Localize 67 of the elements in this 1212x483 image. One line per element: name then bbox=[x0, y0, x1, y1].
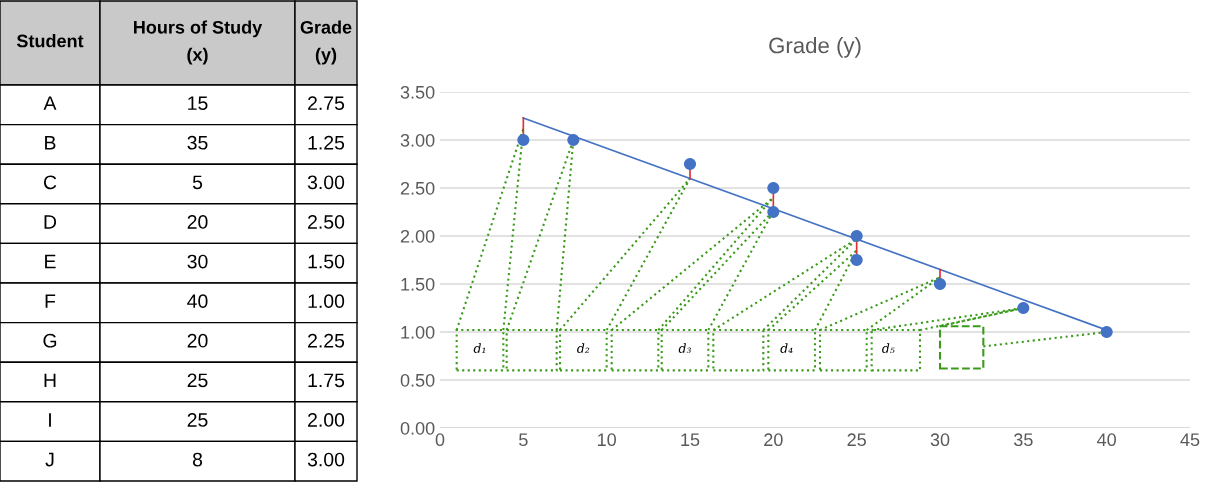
point bbox=[767, 181, 780, 195]
category-label: C bbox=[43, 175, 57, 190]
y-tick-label: 3.00 bbox=[400, 133, 435, 147]
y-tick-label: 2.00 bbox=[400, 229, 435, 243]
y-tick-label: 0.50 bbox=[400, 373, 435, 387]
data-label: 1.25 bbox=[308, 135, 345, 150]
x-tick-label: 20 bbox=[764, 433, 783, 447]
annotation: d₃ bbox=[678, 343, 691, 353]
data-label: 20 bbox=[187, 215, 208, 229]
point bbox=[683, 157, 697, 171]
series-label: Hours of Study (x) bbox=[134, 20, 263, 65]
annotation: d₄ bbox=[780, 343, 793, 353]
point bbox=[1017, 301, 1030, 315]
category-label: A bbox=[43, 96, 57, 110]
data-label: 3.00 bbox=[307, 175, 345, 190]
x-tick-label: 10 bbox=[598, 433, 616, 447]
x-tick-label: 45 bbox=[1180, 433, 1200, 447]
data-label: 1.75 bbox=[308, 373, 345, 388]
y-tick-label: 2.50 bbox=[400, 181, 435, 195]
category-label: B bbox=[45, 136, 56, 150]
series-label: Grade (y) bbox=[300, 20, 352, 65]
point bbox=[1100, 325, 1113, 339]
data-label: 2.75 bbox=[308, 96, 345, 111]
annotation: d₂ bbox=[577, 343, 590, 353]
data-label: 25 bbox=[187, 413, 208, 427]
annotation: d₁ bbox=[473, 343, 486, 353]
category-label: F bbox=[45, 294, 56, 308]
category-label: H bbox=[44, 373, 56, 388]
category-label: E bbox=[45, 254, 56, 269]
chart-title: Grade (y) bbox=[769, 37, 861, 58]
point bbox=[850, 229, 863, 243]
data-label: 40 bbox=[187, 294, 208, 309]
point bbox=[517, 133, 530, 147]
category-label: D bbox=[44, 215, 57, 229]
x-tick-label: 0 bbox=[435, 433, 445, 447]
data-label: 5 bbox=[192, 175, 203, 190]
data-label: 20 bbox=[187, 333, 208, 348]
point bbox=[850, 253, 863, 267]
text: Student bbox=[16, 34, 84, 48]
category-label: I bbox=[49, 413, 51, 427]
x-tick-label: 15 bbox=[681, 433, 700, 447]
point bbox=[567, 133, 580, 147]
data-label: 2.25 bbox=[308, 333, 345, 348]
data-label: 30 bbox=[187, 254, 208, 269]
x-tick-label: 25 bbox=[847, 433, 866, 447]
data-label: 25 bbox=[187, 373, 208, 388]
y-tick-label: 3.50 bbox=[400, 85, 435, 99]
x-tick-label: 40 bbox=[1097, 433, 1116, 447]
data-label: 2.00 bbox=[308, 413, 345, 427]
point bbox=[933, 277, 947, 291]
category-label: G bbox=[43, 333, 57, 348]
x-tick-label: 35 bbox=[1013, 433, 1033, 447]
y-tick-label: 1.50 bbox=[401, 277, 435, 291]
data-label: 1.50 bbox=[308, 254, 345, 269]
x-tick-label: 30 bbox=[930, 433, 950, 447]
x-tick-label: 5 bbox=[519, 433, 528, 447]
data-label: 3.00 bbox=[307, 452, 345, 467]
data-label: 8 bbox=[192, 452, 203, 467]
annotation: d₅ bbox=[882, 343, 895, 353]
y-tick-label: 0.00 bbox=[400, 421, 435, 435]
data-label: 2.50 bbox=[308, 215, 345, 229]
data-label: 1.00 bbox=[308, 294, 345, 309]
data-label: 15 bbox=[188, 96, 208, 111]
category-label: J bbox=[45, 452, 54, 467]
point bbox=[767, 205, 780, 219]
data-label: 35 bbox=[187, 135, 208, 150]
y-tick-label: 1.00 bbox=[401, 325, 435, 339]
